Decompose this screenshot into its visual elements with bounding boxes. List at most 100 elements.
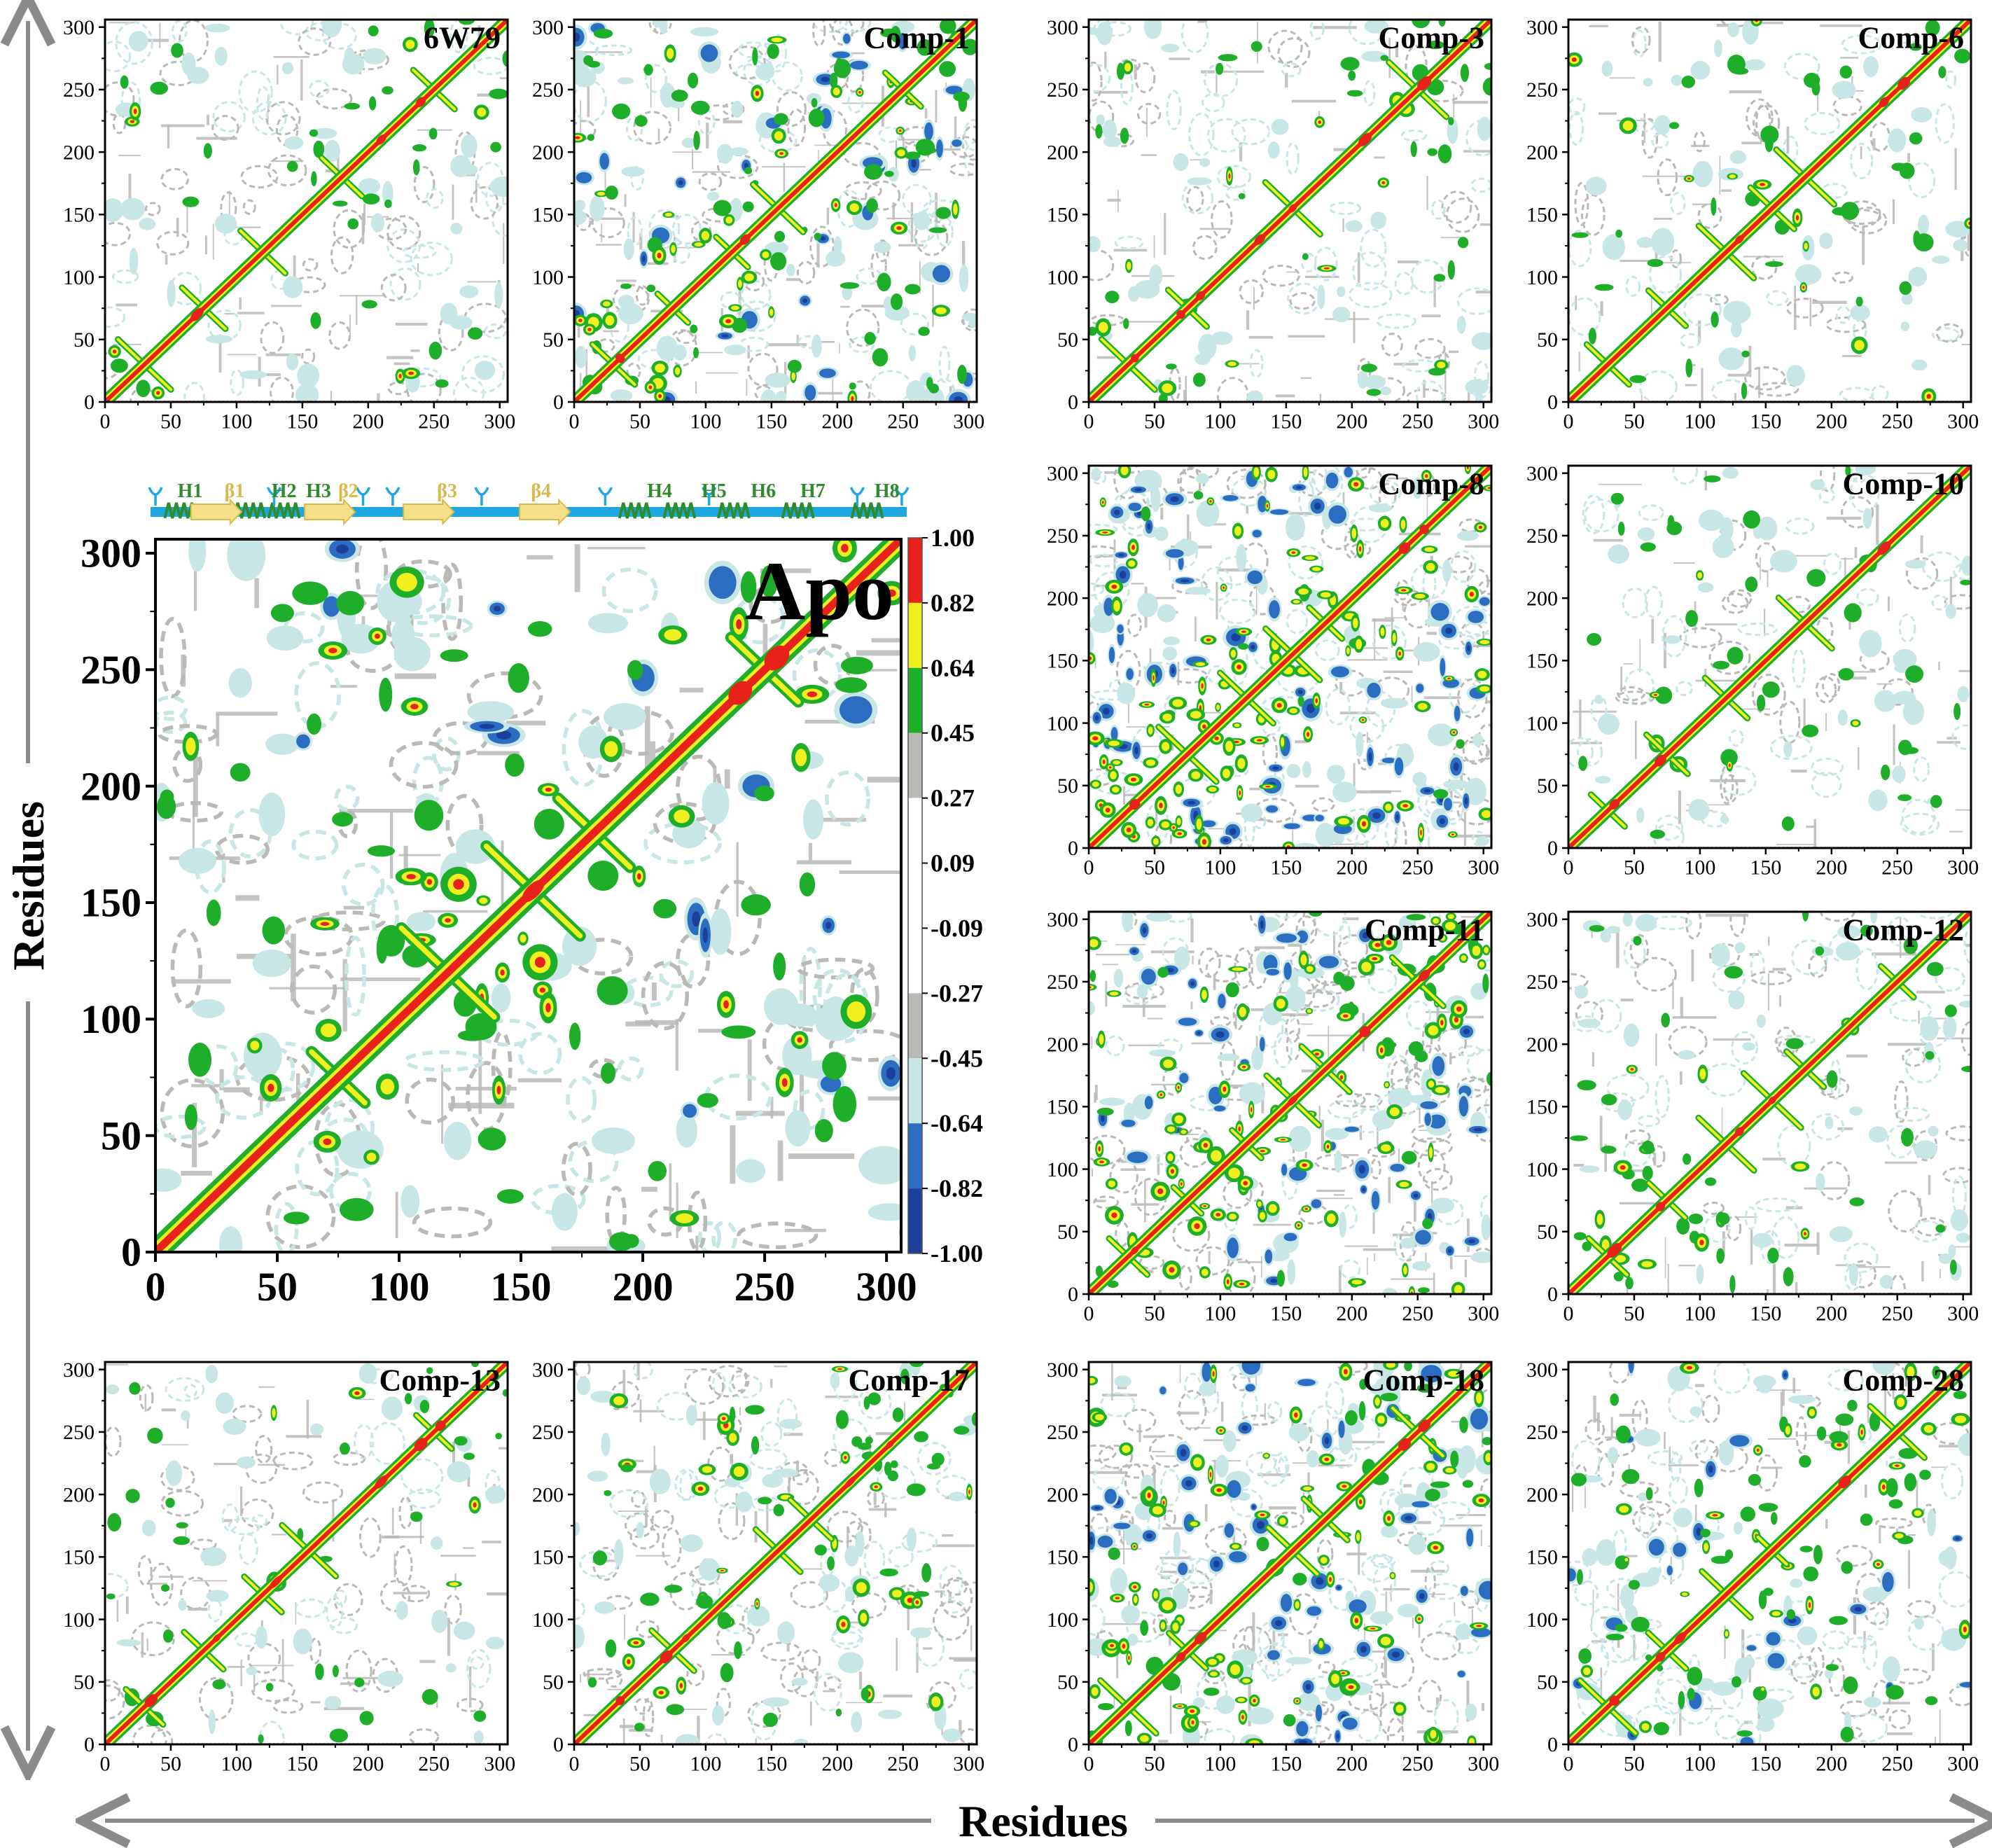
gray-streak bbox=[868, 1096, 901, 1101]
x-tick-label: 200 bbox=[821, 1753, 853, 1776]
y-tick-label: 200 bbox=[1526, 141, 1558, 164]
contour-ring bbox=[1708, 943, 1741, 967]
corr-blob-peak bbox=[1353, 482, 1359, 487]
corr-blob-peak bbox=[1620, 1165, 1626, 1170]
contour-ring bbox=[1882, 678, 1914, 706]
gray-streak bbox=[1384, 1645, 1387, 1679]
neg-blob bbox=[1456, 315, 1466, 334]
contour-ring bbox=[1822, 673, 1841, 698]
gray-streak bbox=[1300, 1023, 1313, 1025]
neg-blob bbox=[1173, 1531, 1181, 1558]
corr-blob-core bbox=[1306, 966, 1314, 972]
contour-ring bbox=[1386, 1717, 1405, 1744]
corr-blob-peak bbox=[1402, 804, 1408, 808]
neg-blob bbox=[286, 353, 299, 370]
corr-blob bbox=[1938, 66, 1946, 78]
diagonal-peak bbox=[1130, 354, 1139, 363]
corr-blob-peak bbox=[1452, 731, 1456, 734]
contour-ring bbox=[1783, 53, 1820, 81]
neg-blob bbox=[462, 164, 478, 175]
contour-ring bbox=[1202, 92, 1225, 113]
gray-streak bbox=[948, 1591, 952, 1602]
neg-blob bbox=[1855, 466, 1876, 475]
corr-blob bbox=[1587, 632, 1602, 646]
neg-blob bbox=[1114, 1375, 1131, 1388]
anticorr-blob bbox=[1266, 805, 1279, 813]
corr-blob-peak bbox=[133, 109, 137, 114]
contour-ring bbox=[1638, 504, 1664, 522]
corr-blob-peak bbox=[1315, 698, 1318, 704]
contour-ring bbox=[1114, 235, 1144, 250]
x-tick-label: 0 bbox=[146, 1264, 166, 1309]
gray-streak bbox=[644, 1506, 648, 1527]
corr-blob-core bbox=[613, 1396, 625, 1405]
corr-blob bbox=[286, 160, 298, 172]
contour-ring bbox=[718, 1501, 746, 1541]
corr-blob-peak bbox=[1126, 827, 1131, 833]
corr-blob-core bbox=[1092, 781, 1099, 787]
neg-blob bbox=[312, 127, 337, 139]
corr-blob bbox=[1838, 667, 1854, 681]
neg-blob bbox=[1381, 697, 1409, 709]
contour-ring bbox=[1727, 589, 1753, 608]
contour-ring bbox=[1278, 1455, 1290, 1478]
neg-blob bbox=[1636, 237, 1654, 249]
contour-ring bbox=[662, 1527, 682, 1569]
gray-streak bbox=[932, 284, 934, 327]
corr-blob-peak bbox=[841, 1621, 846, 1627]
contour-ring bbox=[1231, 476, 1267, 507]
gray-streak bbox=[1784, 1243, 1818, 1247]
corr-blob bbox=[1089, 326, 1097, 336]
corr-blob bbox=[332, 1665, 339, 1678]
corr-blob-core bbox=[1211, 1150, 1222, 1162]
corr-blob bbox=[1914, 233, 1934, 252]
gray-streak bbox=[1295, 784, 1319, 788]
gray-streak bbox=[398, 854, 441, 856]
neg-blob bbox=[200, 1547, 227, 1566]
corr-blob-peak bbox=[1111, 1212, 1117, 1218]
contour-ring bbox=[315, 88, 353, 110]
contour-ring bbox=[1109, 1159, 1138, 1194]
diagonal-red bbox=[574, 1362, 977, 1744]
contour-ring bbox=[1339, 1259, 1361, 1279]
gray-streak bbox=[1089, 1471, 1128, 1474]
contour-ring bbox=[1422, 1168, 1453, 1191]
gray-streak bbox=[953, 1658, 977, 1662]
gray-streak bbox=[356, 295, 358, 326]
x-tick-label: 100 bbox=[1684, 410, 1715, 433]
corr-blob bbox=[1804, 72, 1820, 88]
y-tick-label: 300 bbox=[81, 531, 141, 576]
y-tick-label: 100 bbox=[63, 1609, 95, 1632]
neg-blob bbox=[1113, 968, 1124, 988]
contour-ring bbox=[245, 1453, 278, 1484]
corr-blob-peak bbox=[1237, 665, 1241, 669]
contour-ring bbox=[137, 1555, 153, 1586]
gray-streak bbox=[1461, 916, 1484, 918]
neg-blob bbox=[401, 1185, 420, 1218]
diagonal-peak bbox=[1196, 291, 1206, 301]
corr-blob bbox=[1925, 20, 1940, 36]
contour-ring bbox=[393, 1545, 413, 1587]
diagonal-peak bbox=[728, 681, 753, 705]
neg-blob bbox=[1606, 926, 1621, 934]
contour-ring bbox=[1342, 1415, 1381, 1450]
contour-ring bbox=[251, 1514, 268, 1527]
neg-blob bbox=[1154, 527, 1169, 541]
gray-streak bbox=[1117, 1386, 1127, 1389]
gray-streak bbox=[585, 349, 588, 390]
gray-streak bbox=[1397, 260, 1419, 264]
contour-ring bbox=[1089, 64, 1111, 92]
corr-blob-peak bbox=[1425, 474, 1428, 478]
gray-streak bbox=[1768, 973, 1770, 1010]
gray-streak bbox=[1383, 670, 1413, 674]
corr-blob-core bbox=[1289, 708, 1297, 714]
gray-streak bbox=[819, 340, 835, 343]
corr-blob bbox=[1711, 311, 1719, 328]
heatmap-marks bbox=[1089, 20, 1491, 402]
diagonal-peak bbox=[1655, 754, 1666, 767]
corr-blob bbox=[605, 1639, 617, 1658]
neg-blob bbox=[1718, 347, 1745, 370]
contour-ring bbox=[915, 1627, 945, 1667]
corr-blob-peak bbox=[721, 1417, 726, 1421]
